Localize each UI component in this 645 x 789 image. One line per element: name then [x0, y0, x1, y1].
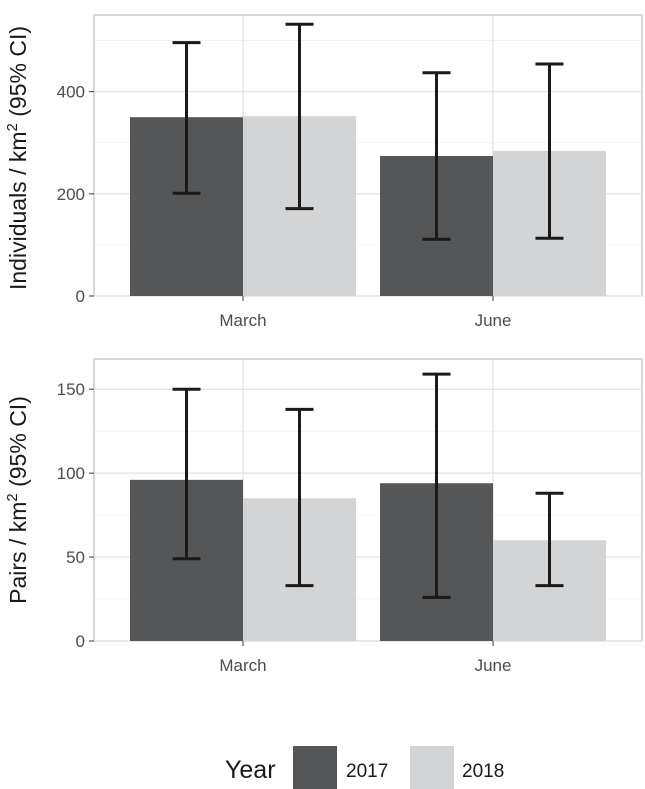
error-bar-2017-june [422, 71, 451, 241]
x-tick-label: March [219, 311, 266, 330]
x-tick-label: June [475, 656, 512, 675]
error-bar-2017-march [172, 41, 201, 195]
error-bar-2018-march [285, 22, 314, 211]
y-tick-label: 200 [57, 185, 85, 204]
error-bar-2017-march [172, 387, 201, 561]
error-bar-2018-june [535, 62, 564, 240]
legend-title: Year [225, 756, 276, 784]
error-bar-2018-june [535, 491, 564, 588]
chart-panel-1: 0 200 400 March June Individuals / km2 (95% C… [4, 14, 643, 330]
y-tick-label: 0 [76, 287, 85, 306]
legend-label-2017: 2017 [346, 761, 388, 782]
y-axis-title: Pairs / km2 (95% CI) [4, 396, 31, 604]
error-bar-2018-march [285, 407, 314, 588]
y-tick-label: 0 [76, 632, 85, 651]
y-tick-label: 50 [66, 548, 85, 567]
legend-swatch-2017 [293, 746, 337, 789]
chart-panel-2: 0 50 100 150 March June Pairs / km2 (95% CI) [4, 358, 643, 675]
legend-label-2018: 2018 [462, 761, 504, 782]
y-tick-label: 100 [57, 464, 85, 483]
legend-swatch-2018 [410, 746, 454, 789]
chart-panels: 0 200 400 March June Individuals / km2 (95% C… [4, 14, 643, 675]
x-tick-label: June [475, 311, 512, 330]
y-axis-title: Individuals / km2 (95% CI) [4, 26, 31, 290]
legend: Year 2017 2018 [225, 746, 504, 789]
error-bar-2017-june [422, 372, 451, 599]
y-tick-label: 150 [57, 380, 85, 399]
x-tick-label: March [219, 656, 266, 675]
y-tick-label: 400 [57, 83, 85, 102]
